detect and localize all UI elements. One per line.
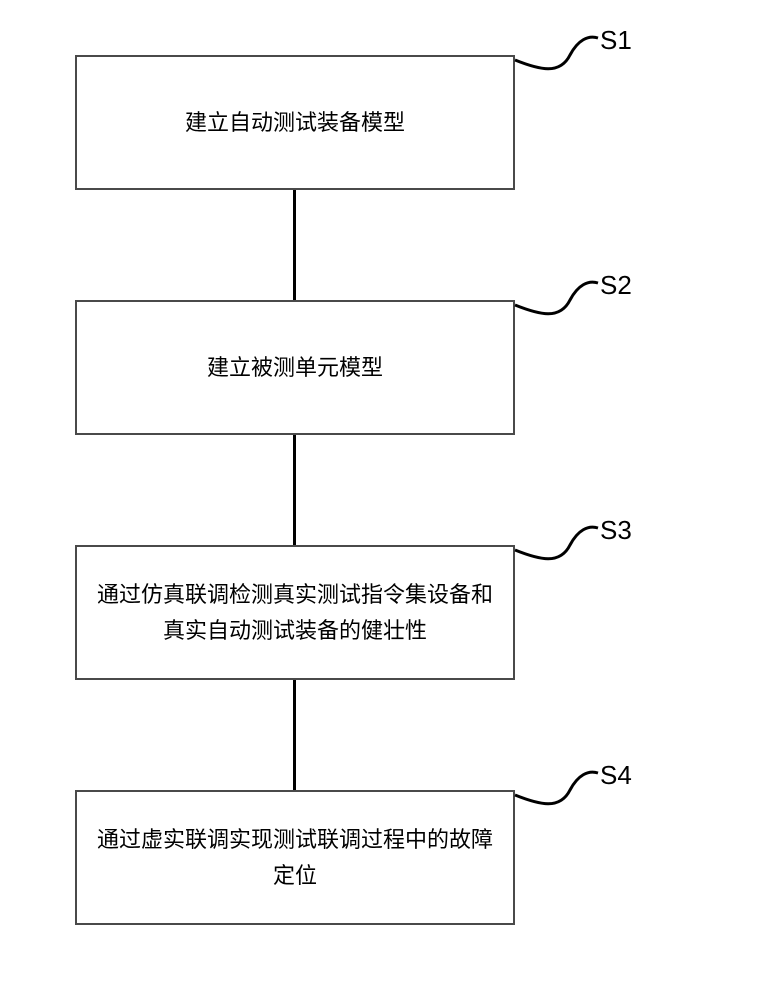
step-box-s3: 通过仿真联调检测真实测试指令集设备和真实自动测试装备的健壮性	[75, 545, 515, 680]
connector-s2-s3	[293, 435, 296, 545]
step-text: 建立自动测试装备模型	[185, 105, 405, 140]
step-label-s4: S4	[600, 760, 632, 791]
step-box-s2: 建立被测单元模型	[75, 300, 515, 435]
step-text: 通过虚实联调实现测试联调过程中的故障定位	[97, 822, 493, 892]
step-text: 建立被测单元模型	[207, 350, 383, 385]
step-box-s1: 建立自动测试装备模型	[75, 55, 515, 190]
step-label-s1: S1	[600, 25, 632, 56]
connector-s1-s2	[293, 190, 296, 300]
step-box-s4: 通过虚实联调实现测试联调过程中的故障定位	[75, 790, 515, 925]
connector-s3-s4	[293, 680, 296, 790]
step-label-s2: S2	[600, 270, 632, 301]
step-text: 通过仿真联调检测真实测试指令集设备和真实自动测试装备的健壮性	[97, 577, 493, 647]
step-label-s3: S3	[600, 515, 632, 546]
flowchart-container: 建立自动测试装备模型 S1 建立被测单元模型 S2 通过仿真联调检测真实测试指令…	[0, 0, 768, 1000]
